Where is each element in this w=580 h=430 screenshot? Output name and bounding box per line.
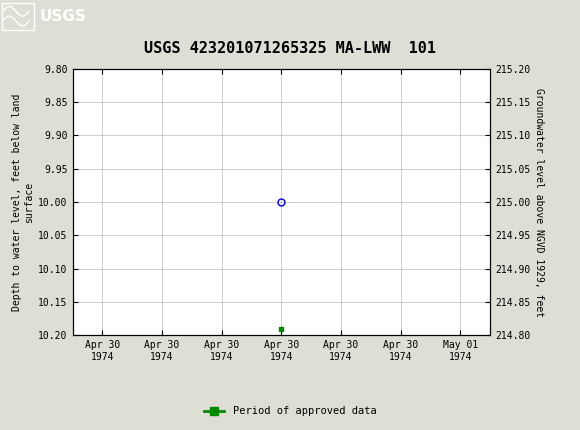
- Text: USGS: USGS: [39, 9, 86, 24]
- Legend: Period of approved data: Period of approved data: [200, 402, 380, 421]
- Y-axis label: Depth to water level, feet below land
surface: Depth to water level, feet below land su…: [13, 93, 34, 311]
- Text: USGS 423201071265325 MA-LWW  101: USGS 423201071265325 MA-LWW 101: [144, 41, 436, 56]
- Y-axis label: Groundwater level above NGVD 1929, feet: Groundwater level above NGVD 1929, feet: [534, 88, 545, 316]
